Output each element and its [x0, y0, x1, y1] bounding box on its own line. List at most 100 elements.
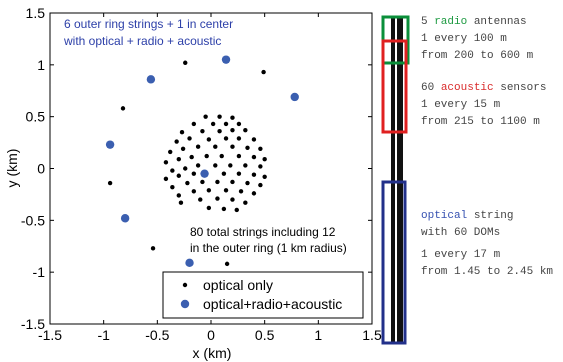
annotation-top-line1: 6 outer ring strings + 1 in center — [64, 17, 233, 31]
acoustic-box — [381, 39, 408, 134]
optical-only-point — [245, 145, 250, 150]
optical-line1: optical string — [421, 210, 514, 222]
optical-box — [381, 180, 407, 345]
optical-highlight: optical — [421, 210, 468, 222]
optical-only-point — [230, 127, 235, 133]
string-diagram — [381, 15, 410, 345]
optical-description: optical string with 60 DOMs 1 every 17 m… — [421, 208, 553, 281]
optical-only-point — [195, 144, 201, 149]
optical-only-point — [258, 146, 263, 152]
annotation-top: 6 outer ring strings + 1 in center with … — [63, 17, 233, 48]
optical-radio-acoustic-point — [146, 75, 156, 84]
optical-only-point — [223, 188, 229, 193]
acoustic-description: 60 acoustic sensors 1 every 15 m from 21… — [421, 80, 546, 131]
optical-line2: with 60 DOMs — [421, 227, 501, 239]
optical-only-point — [230, 144, 235, 149]
optical-only-point — [168, 149, 173, 155]
optical-only-point — [245, 180, 250, 186]
optical-only-point — [170, 184, 175, 190]
optical-only-point — [228, 163, 233, 168]
optical-radio-acoustic-point — [105, 140, 115, 149]
y-tick-label: 1 — [37, 57, 45, 73]
optical-only-point — [258, 182, 263, 188]
optical-only-point — [217, 128, 222, 134]
optical-only-point — [185, 180, 190, 186]
axis-ticks: -1.5 -1 -0.5 0 0.5 1 1.5 -1.5 -1 -0.5 0 0.5 1 1.5 — [21, 5, 382, 343]
optical-line4: from 1.45 to 2.45 km — [421, 266, 554, 278]
legend-marker-orax — [180, 299, 190, 309]
x-tick-label: -0.5 — [145, 327, 169, 343]
annotation-bottom: 80 total strings including 12 in the out… — [190, 225, 347, 255]
legend-marker-optical — [182, 282, 188, 288]
annotation-top-line2: with optical + radio + acoustic — [63, 34, 221, 48]
annotation-bottom-line2: in the outer ring (1 km radius) — [190, 241, 347, 255]
optical-only-point — [183, 166, 188, 171]
optical-only-point — [163, 176, 169, 182]
optical-only-point — [174, 139, 179, 144]
optical-only-point — [191, 189, 197, 194]
optical-only-point — [251, 154, 257, 160]
optical-only-point — [213, 144, 218, 149]
optical-radio-acoustic-point — [290, 92, 299, 102]
optical-only-point — [107, 180, 113, 186]
optical-only-point — [206, 137, 212, 142]
optical-only-point — [215, 196, 220, 201]
optical-only-point — [230, 115, 235, 120]
optical-only-point — [251, 191, 257, 196]
radio-description: 5 radio antennas 1 every 100 m from 200 … — [421, 14, 533, 65]
optical-only-point — [176, 156, 181, 162]
y-tick-label: 0.5 — [26, 109, 46, 125]
optical-only-point — [120, 106, 126, 111]
optical-only-point — [243, 163, 248, 168]
optical-only-point — [230, 197, 235, 202]
optical-only-point — [262, 174, 267, 179]
optical-only-point — [150, 246, 156, 251]
acoustic-line1: 60 acoustic sensors — [421, 82, 547, 94]
optical-only-point — [236, 121, 242, 127]
radio-line2: 1 every 100 m — [421, 33, 507, 45]
annotation-bottom-line1: 80 total strings including 12 — [190, 225, 336, 239]
optical-only-point — [221, 171, 227, 176]
acoustic-highlight: acoustic — [440, 82, 494, 94]
x-axis-label: x (km) — [193, 345, 232, 361]
optical-only-point — [215, 179, 220, 185]
x-tick-label: 0.5 — [255, 327, 275, 343]
radio-line3: from 200 to 600 m — [421, 50, 534, 62]
optical-only-point — [238, 189, 244, 194]
optical-only-point — [210, 121, 216, 127]
optical-only-point — [200, 128, 205, 134]
optical-only-point — [170, 168, 175, 173]
optical-only-point — [191, 171, 197, 176]
optical-only-point — [221, 206, 227, 212]
optical-only-point — [187, 136, 192, 141]
optical-only-point — [206, 205, 212, 211]
optical-only-point — [191, 121, 197, 127]
optical-only-point — [223, 136, 229, 141]
x-tick-label: 0 — [207, 327, 215, 343]
optical-only-point — [243, 127, 248, 133]
optical-only-point — [223, 121, 229, 127]
optical-only-point — [243, 200, 248, 205]
optical-only-point — [163, 160, 169, 165]
optical-only-point — [198, 197, 203, 202]
optical-radio-acoustic-point — [221, 55, 231, 64]
optical-only-point — [203, 114, 208, 119]
optical-only-point — [206, 188, 212, 193]
optical-only-point — [204, 153, 209, 159]
y-tick-label: -1 — [33, 264, 46, 280]
optical-only-point — [179, 130, 185, 135]
optical-only-point — [219, 153, 224, 159]
optical-only-point — [213, 163, 218, 168]
optical-only-point — [258, 164, 263, 169]
optical-only-point — [200, 179, 205, 185]
y-axis-label: y (km) — [4, 149, 20, 188]
optical-radio-acoustic-point — [185, 258, 194, 268]
optical-only-point — [183, 60, 188, 65]
optical-only-point — [176, 193, 181, 198]
x-tick-label: -1 — [97, 327, 110, 343]
y-tick-label: 0 — [37, 161, 45, 177]
x-tick-label: 1 — [314, 327, 322, 343]
optical-only-point — [261, 69, 266, 75]
radio-highlight: radio — [434, 16, 468, 28]
